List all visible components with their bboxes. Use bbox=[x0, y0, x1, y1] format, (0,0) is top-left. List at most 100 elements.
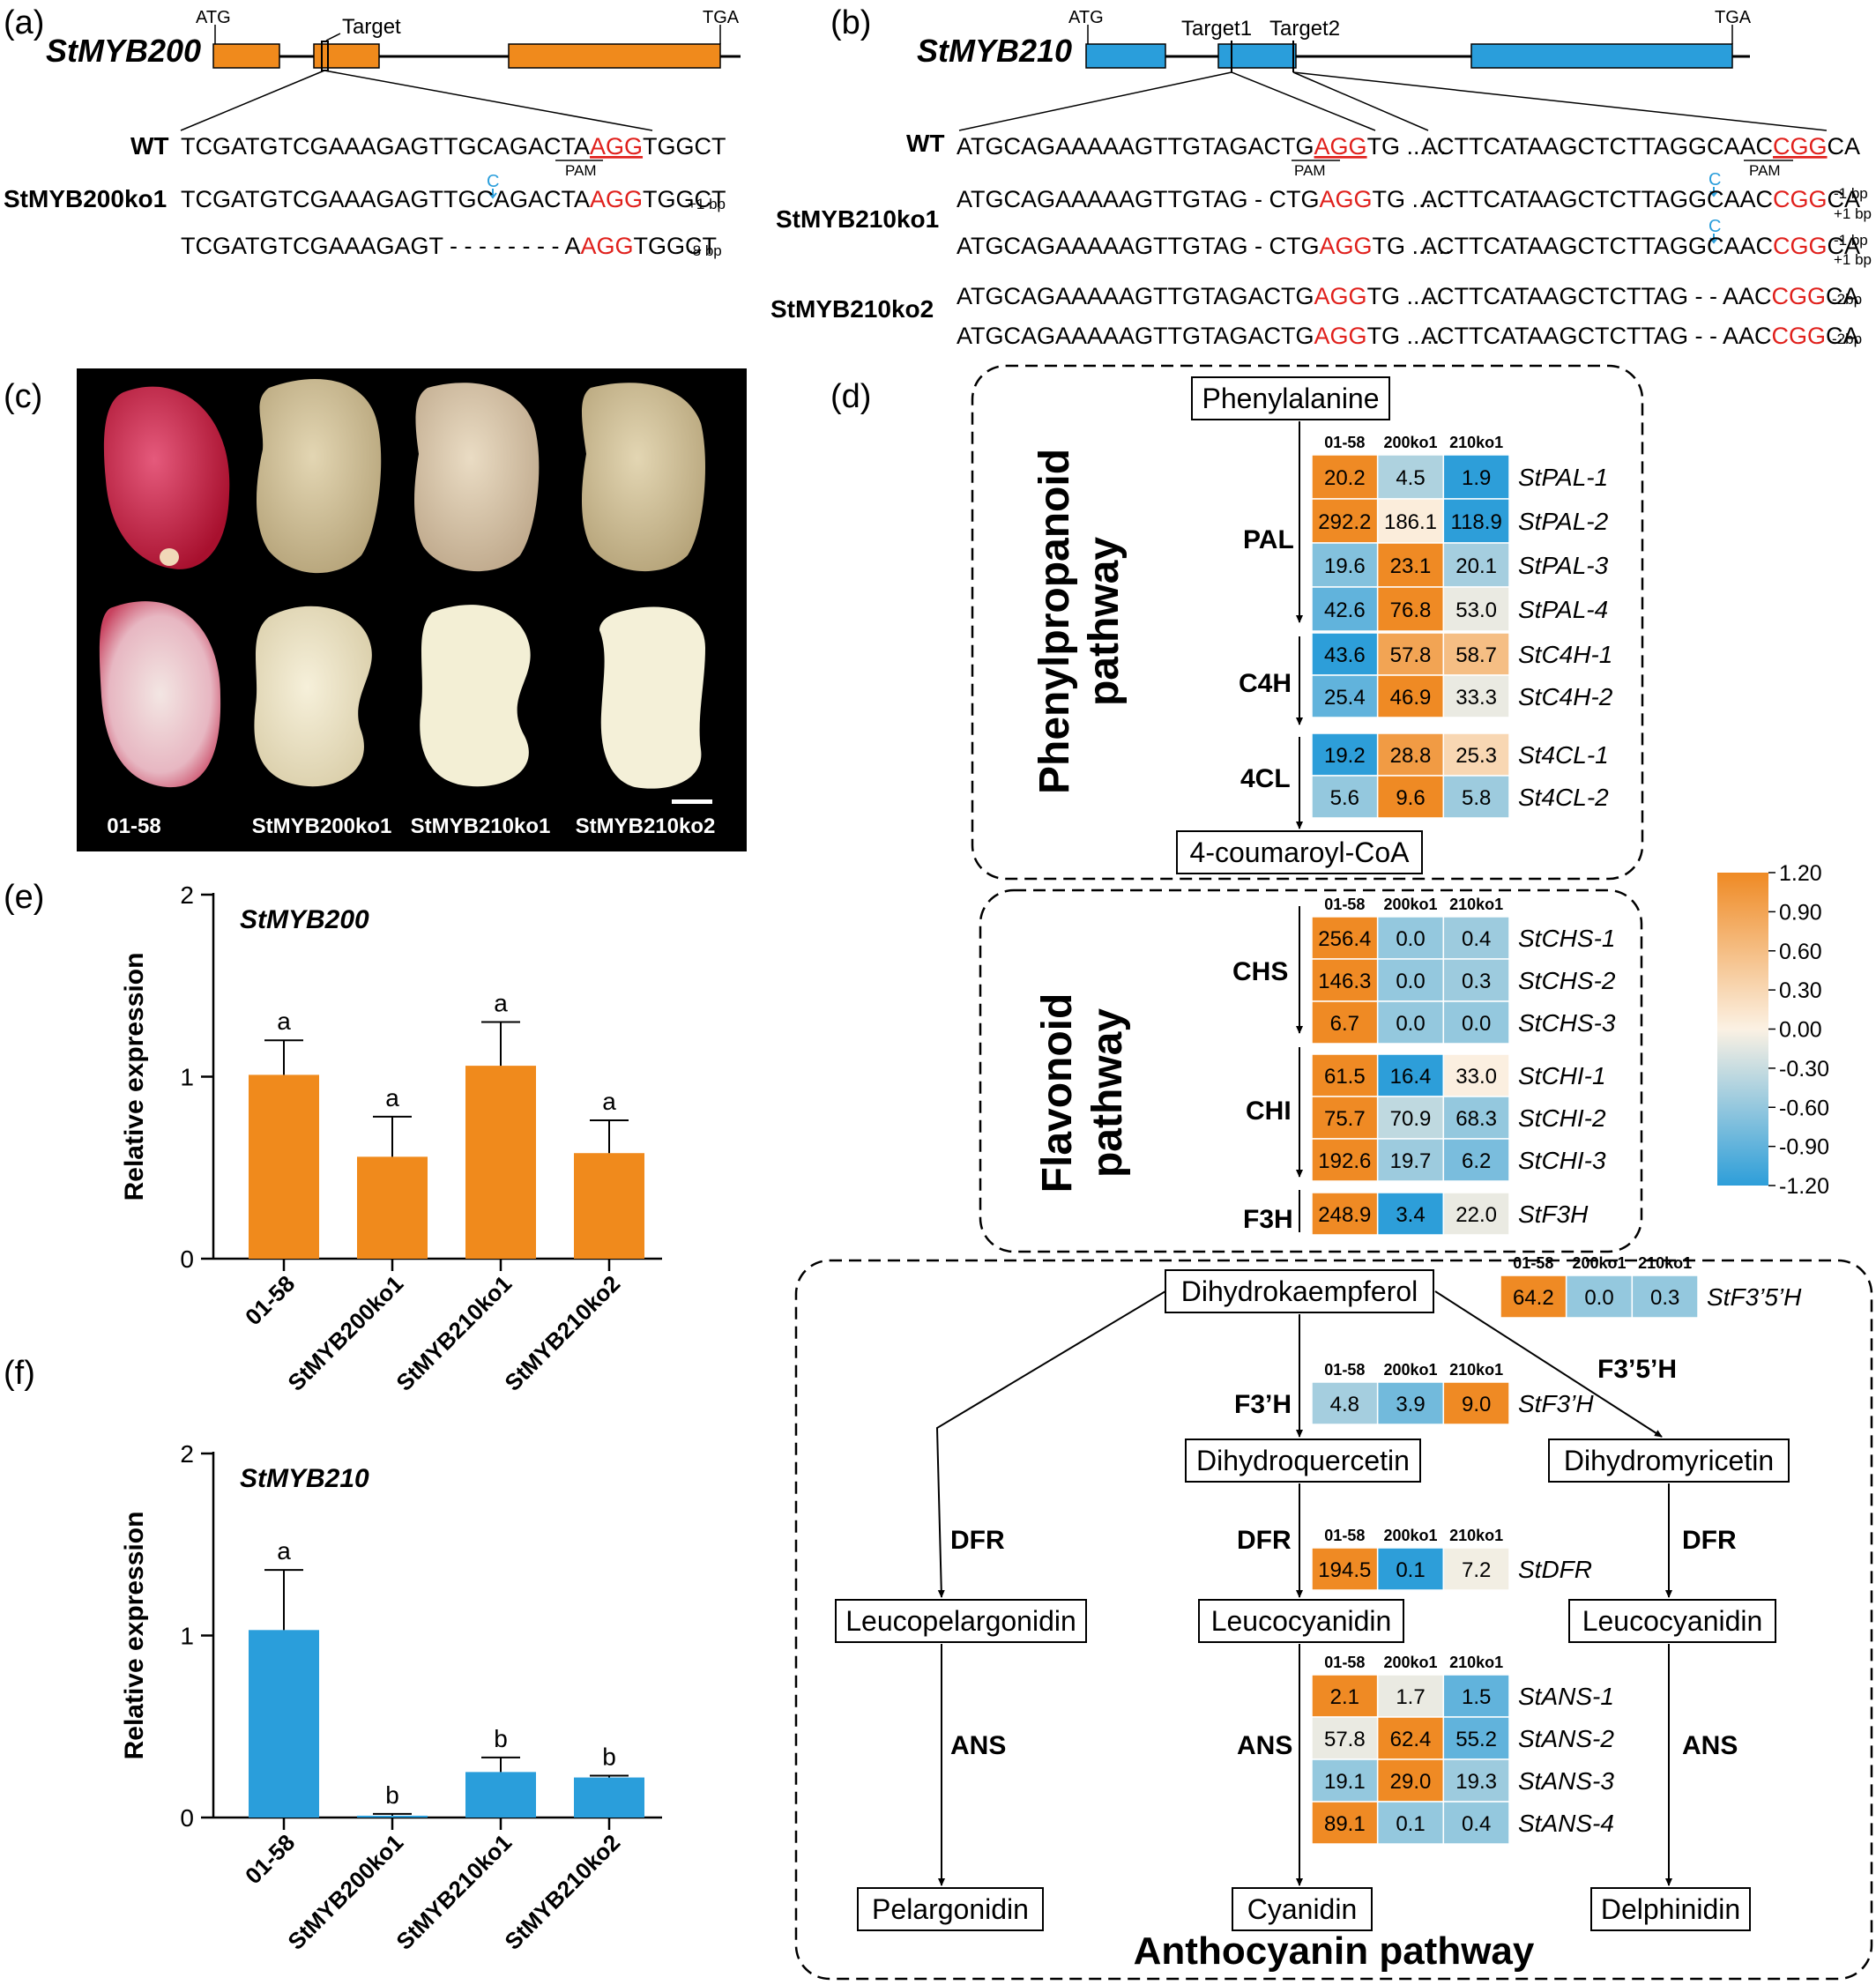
heatmap-cell bbox=[1311, 1192, 1379, 1236]
flavonoid-box bbox=[979, 888, 1643, 1253]
enzyme-f35h: F3’5’H bbox=[1597, 1355, 1677, 1384]
exon-b-1 bbox=[1085, 43, 1166, 69]
heatmap-pal-column-header: 210ko1 bbox=[1449, 434, 1503, 451]
heatmap-cell-value: 28.8 bbox=[1390, 744, 1432, 768]
panel-label-b: (b) bbox=[830, 4, 871, 41]
heatmap-f35h-column-header: 210ko1 bbox=[1638, 1254, 1692, 1272]
heatmap-cell-value: 70.9 bbox=[1390, 1107, 1432, 1131]
ko2-right-seq-b-2: ACTTCATAAGCTCTTAG - - AACCGGCA bbox=[1421, 323, 1859, 349]
pam-label-a: PAM bbox=[565, 162, 597, 179]
heatmap-cell bbox=[1631, 1275, 1699, 1319]
heatmap-gene-label: StANS-4 bbox=[1518, 1810, 1614, 1837]
heatmap-cell-value: 19.1 bbox=[1324, 1770, 1366, 1794]
significance-letter: b bbox=[602, 1743, 616, 1771]
anthocyanin-box bbox=[794, 1259, 1873, 1981]
y-tick-label: 0 bbox=[180, 1804, 194, 1832]
heatmap-gene-label: StDFR bbox=[1518, 1556, 1592, 1583]
x-tick-label: StMYB210ko2 bbox=[499, 1829, 625, 1955]
tga-label-a: TGA bbox=[703, 8, 740, 27]
ko1-seq-a: TCGATGTCGAAAGAGTTGCAGACTAAGGTGGCT bbox=[181, 186, 726, 212]
heatmap-cell-value: 9.0 bbox=[1462, 1393, 1491, 1416]
insertion-base-b-1: C bbox=[1708, 170, 1721, 190]
heatmap-cell-value: 55.2 bbox=[1455, 1728, 1497, 1751]
enzyme-ans-right: ANS bbox=[1682, 1731, 1738, 1760]
y-tick-label: 2 bbox=[180, 1440, 194, 1468]
heatmap-cell bbox=[1442, 775, 1510, 819]
heatmap-layer: 01-58 200ko1 210ko1 20.2 4.5 1.9 StPAL-1 292.2 1… bbox=[1311, 434, 1802, 1845]
significance-letter: a bbox=[602, 1088, 616, 1115]
heatmap-chi: 61.5 16.4 33.0 StCHI-1 75.7 70.9 68.3 StCHI-2 19… bbox=[1311, 1053, 1606, 1182]
heatmap-gene-label: StPAL-3 bbox=[1518, 552, 1609, 579]
heatmap-gene-label: StF3’H bbox=[1518, 1390, 1594, 1417]
panel-label-f: (f) bbox=[4, 1355, 35, 1392]
heatmap-chs-column-header: 01-58 bbox=[1324, 896, 1365, 913]
ko2-left-seq-b-1: ATGCAGAAAAAGTTGTAGACTGAGGTG ...... bbox=[957, 283, 1447, 309]
heatmap-cell-value: 43.6 bbox=[1324, 643, 1366, 667]
significance-letter: a bbox=[277, 1537, 291, 1565]
heatmap-cell bbox=[1442, 1674, 1510, 1718]
enzyme-dfr-middle: DFR bbox=[1237, 1526, 1292, 1555]
x-tick-label: StMYB200ko1 bbox=[282, 1829, 408, 1955]
metabolite-leucocyanidin-right-box bbox=[1568, 1599, 1776, 1643]
heatmap-cell bbox=[1376, 1674, 1445, 1718]
heatmap-cell bbox=[1565, 1275, 1634, 1319]
heatmap-cell-value: 4.5 bbox=[1396, 466, 1425, 490]
heatmap-cell bbox=[1376, 1192, 1445, 1236]
x-tick-label: StMYB200ko1 bbox=[282, 1270, 408, 1396]
heatmap-cell-value: 19.2 bbox=[1324, 744, 1366, 768]
enzyme-dfr-left: DFR bbox=[950, 1526, 1005, 1555]
ko1-tag-a: +1 bp bbox=[688, 196, 726, 212]
phenylpropanoid-label-1: Phenylpropanoid bbox=[1031, 449, 1078, 794]
tuber-200ko1-cut bbox=[254, 606, 372, 787]
wt-right-seq-b: ACTTCATAAGCTCTTAGGCAACCGGCA bbox=[1421, 133, 1860, 160]
heatmap-gene-label: StCHI-2 bbox=[1518, 1104, 1606, 1132]
heatmap-f3ph-column-header: 200ko1 bbox=[1383, 1361, 1437, 1379]
gene-name-a: StMYB200 bbox=[46, 33, 201, 69]
enzyme-ans-middle: ANS bbox=[1237, 1731, 1292, 1760]
heatmap-dfr-column-header: 200ko1 bbox=[1383, 1527, 1437, 1544]
metabolite-coumaroyl-box bbox=[1176, 830, 1423, 874]
zoom-line-b-1 bbox=[958, 71, 1232, 131]
heatmap-cell-value: 22.0 bbox=[1455, 1203, 1497, 1227]
heatmap-dfr-column-header: 01-58 bbox=[1324, 1527, 1365, 1544]
heatmap-cell bbox=[1442, 1801, 1510, 1845]
ko2-right-seq-b-1: ACTTCATAAGCTCTTAG - - AACCGGCA bbox=[1421, 283, 1859, 309]
tuber-210ko2-whole bbox=[582, 383, 705, 572]
heatmap-cell-value: 20.2 bbox=[1324, 466, 1366, 490]
zoom-line-a-right bbox=[324, 70, 653, 131]
heatmap-cell-value: 57.8 bbox=[1324, 1728, 1366, 1751]
photo-label-4: StMYB210ko2 bbox=[576, 814, 716, 838]
heatmap-cell bbox=[1442, 1096, 1510, 1140]
heatmap-gene-label: StCHS-2 bbox=[1518, 967, 1616, 994]
metabolite-pelargonidin: Pelargonidin bbox=[872, 1893, 1029, 1925]
enzyme-f3h: F3H bbox=[1243, 1205, 1293, 1234]
exon-a-2 bbox=[313, 43, 380, 69]
heatmap-cell-value: 0.4 bbox=[1462, 927, 1491, 951]
panel-label-a: (a) bbox=[4, 4, 44, 41]
heatmap-cell-value: 0.4 bbox=[1462, 1812, 1491, 1836]
heatmap-cell bbox=[1311, 632, 1379, 676]
ko1-tag-b-2b: +1 bp bbox=[1834, 251, 1872, 268]
ko2-left-seq-b-2: ATGCAGAAAAAGTTGTAGACTGAGGTG ...... bbox=[957, 323, 1447, 349]
metabolite-leucopelargonidin-box bbox=[835, 1599, 1087, 1643]
pam-label-b-1: PAM bbox=[1294, 162, 1326, 179]
heatmap-cell bbox=[1311, 1138, 1379, 1182]
heatmap-cell-value: 186.1 bbox=[1384, 510, 1437, 534]
metabolite-dihydroquercetin-box bbox=[1185, 1439, 1421, 1483]
heatmap-cell-value: 9.6 bbox=[1396, 786, 1425, 810]
exon-a-3 bbox=[508, 43, 721, 69]
metabolite-cyanidin-box bbox=[1232, 1887, 1373, 1931]
heatmap-chs-column-header: 210ko1 bbox=[1449, 896, 1503, 913]
heatmap-cell-value: 292.2 bbox=[1318, 510, 1371, 534]
heatmap-cell-value: 19.3 bbox=[1455, 1770, 1497, 1794]
photo-label-3: StMYB210ko1 bbox=[411, 814, 551, 838]
ko2-seq-a: TCGATGTCGAAAGAGT - - - - - - - - AAGGTGG… bbox=[181, 233, 717, 259]
heatmap-cell-value: 5.8 bbox=[1462, 786, 1491, 810]
heatmap-cell-value: 19.6 bbox=[1324, 554, 1366, 578]
phenylpropanoid-box bbox=[971, 364, 1644, 881]
heatmap-cell bbox=[1311, 1000, 1379, 1045]
heatmap-ans-column-header: 200ko1 bbox=[1383, 1654, 1437, 1671]
target1-label-b: Target1 bbox=[1181, 17, 1252, 41]
